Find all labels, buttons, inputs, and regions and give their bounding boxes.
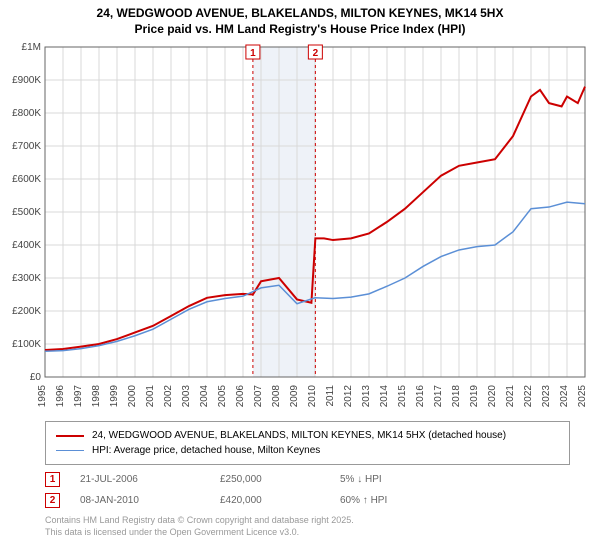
x-tick-label: 2019: [469, 385, 480, 408]
y-tick-label: £1M: [22, 42, 41, 53]
x-tick-label: 2016: [415, 385, 426, 408]
transaction-diff: 5% ↓ HPI: [340, 474, 440, 485]
x-tick-label: 2013: [361, 385, 372, 408]
y-tick-label: £0: [30, 372, 42, 383]
y-tick-label: £600K: [12, 174, 41, 185]
transaction-date: 21-JUL-2006: [80, 474, 200, 485]
x-tick-label: 2018: [451, 385, 462, 408]
x-tick-label: 2024: [559, 385, 570, 408]
x-tick-label: 2001: [145, 385, 156, 408]
footnote-line2: This data is licensed under the Open Gov…: [45, 527, 570, 539]
x-tick-label: 2008: [271, 385, 282, 408]
x-tick-label: 1997: [73, 385, 84, 408]
legend-item: 24, WEDGWOOD AVENUE, BLAKELANDS, MILTON …: [56, 428, 559, 443]
legend: 24, WEDGWOOD AVENUE, BLAKELANDS, MILTON …: [45, 421, 570, 465]
legend-swatch: [56, 435, 84, 437]
y-tick-label: £500K: [12, 207, 41, 218]
x-tick-label: 2021: [505, 385, 516, 408]
x-tick-label: 2025: [577, 385, 588, 408]
transaction-number-icon: 2: [45, 493, 60, 508]
x-tick-label: 1999: [109, 385, 120, 408]
footnote-line1: Contains HM Land Registry data © Crown c…: [45, 515, 570, 527]
x-tick-label: 2003: [181, 385, 192, 408]
title-line2: Price paid vs. HM Land Registry's House …: [10, 22, 590, 38]
legend-label: HPI: Average price, detached house, Milt…: [92, 445, 320, 456]
y-tick-label: £900K: [12, 75, 41, 86]
transaction-diff: 60% ↑ HPI: [340, 495, 440, 506]
footnote: Contains HM Land Registry data © Crown c…: [45, 515, 570, 538]
x-tick-label: 2000: [127, 385, 138, 408]
legend-label: 24, WEDGWOOD AVENUE, BLAKELANDS, MILTON …: [92, 430, 506, 441]
y-tick-label: £100K: [12, 339, 41, 350]
transaction-row: 2 08-JAN-2010 £420,000 60% ↑ HPI: [45, 490, 570, 511]
transaction-date: 08-JAN-2010: [80, 495, 200, 506]
x-tick-label: 2010: [307, 385, 318, 408]
chart: £0 £100K £200K £300K £400K £500K £600K £700K £80…: [5, 37, 595, 417]
x-tick-label: 2002: [163, 385, 174, 408]
x-tick-label: 2009: [289, 385, 300, 408]
chart-svg: £0 £100K £200K £300K £400K £500K £600K £700K £80…: [5, 37, 595, 417]
transaction-marker-label: 2: [313, 48, 319, 59]
x-tick-label: 1996: [55, 385, 66, 408]
x-tick-label: 2012: [343, 385, 354, 408]
y-tick-label: £700K: [12, 141, 41, 152]
transaction-number-icon: 1: [45, 472, 60, 487]
x-tick-label: 2020: [487, 385, 498, 408]
x-tick-label: 2017: [433, 385, 444, 408]
x-tick-label: 2007: [253, 385, 264, 408]
x-tick-label: 1998: [91, 385, 102, 408]
legend-item: HPI: Average price, detached house, Milt…: [56, 443, 559, 458]
x-tick-label: 2005: [217, 385, 228, 408]
y-tick-label: £300K: [12, 273, 41, 284]
x-tick-label: 2023: [541, 385, 552, 408]
y-tick-label: £400K: [12, 240, 41, 251]
legend-swatch: [56, 450, 84, 451]
x-tick-label: 2004: [199, 385, 210, 408]
x-tick-label: 2006: [235, 385, 246, 408]
title-line1: 24, WEDGWOOD AVENUE, BLAKELANDS, MILTON …: [10, 6, 590, 22]
transaction-marker-label: 1: [250, 48, 256, 59]
x-tick-label: 2011: [325, 385, 336, 407]
x-tick-label: 2022: [523, 385, 534, 408]
x-tick-label: 2015: [397, 385, 408, 408]
chart-title: 24, WEDGWOOD AVENUE, BLAKELANDS, MILTON …: [0, 0, 600, 37]
y-tick-label: £800K: [12, 108, 41, 119]
transaction-row: 1 21-JUL-2006 £250,000 5% ↓ HPI: [45, 469, 570, 490]
y-tick-label: £200K: [12, 306, 41, 317]
x-tick-label: 2014: [379, 385, 390, 408]
x-tick-label: 1995: [37, 385, 48, 408]
transaction-price: £250,000: [220, 474, 320, 485]
transactions-table: 1 21-JUL-2006 £250,000 5% ↓ HPI 2 08-JAN-2010…: [45, 469, 570, 511]
transaction-price: £420,000: [220, 495, 320, 506]
